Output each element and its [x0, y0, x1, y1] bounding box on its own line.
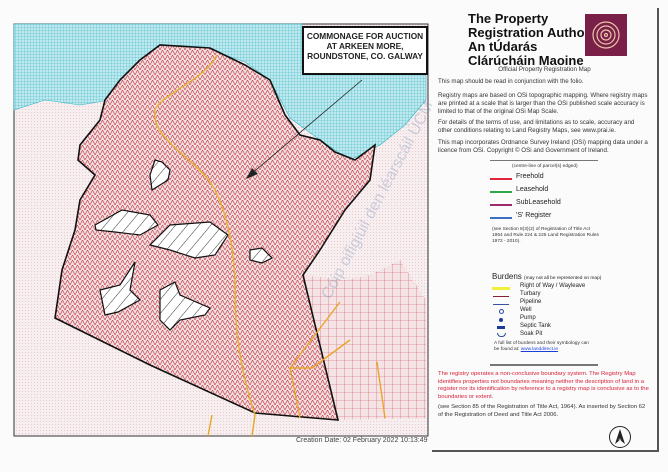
org-line: Registration Authority	[468, 25, 605, 40]
legend-panel: The Property Registration Authority An t…	[432, 8, 659, 452]
pump-icon	[499, 318, 503, 322]
right-of-way-path	[154, 54, 256, 416]
excluded-islands	[94, 159, 274, 331]
creation-date: Creation Date: 02 February 2022 10:13:49	[296, 437, 428, 444]
pointer-arrow	[249, 79, 363, 176]
legend-label: Right of Way / Wayleave	[520, 283, 586, 289]
org-line: An tÚdarás	[468, 39, 538, 54]
info-paragraph: Registry maps are based on OSi topograph…	[438, 92, 648, 115]
arrow-head	[246, 168, 258, 179]
legend-label: Well	[520, 307, 532, 313]
legend-label: Pump	[520, 315, 536, 321]
legend-label: Soak Pit	[520, 331, 543, 337]
title-line: COMMONAGE FOR AUCTION	[306, 31, 424, 41]
section-85-note: (see Section 85 of the Registration of T…	[438, 404, 646, 418]
water-area	[13, 23, 427, 161]
full-list-note: A full list of burdens and their symbolo…	[494, 341, 589, 352]
legend-label: Leasehold	[516, 186, 549, 193]
legend-label: Pipeline	[520, 299, 542, 305]
info-paragraph: This map incorporates Ordnance Survey Ir…	[438, 139, 648, 154]
map-title-box: COMMONAGE FOR AUCTION AT ARKEEN MORE, RO…	[302, 26, 428, 75]
legend-label: Septic Tank	[520, 323, 551, 329]
title-line: ROUNDSTONE, CO. GALWAY	[307, 51, 423, 61]
property-map[interactable]: Cóip oifigiúil den léarscáil ÚCM	[0, 0, 432, 445]
legend-label: 'S' Register	[516, 212, 552, 219]
s-register-swatch	[490, 217, 512, 219]
right-of-way-path	[207, 301, 386, 437]
info-paragraph: This map should be read in conjunction w…	[438, 78, 584, 85]
map-subtitle: Official Property Registration Map	[498, 66, 591, 73]
section-note: (see Section 8(3)(2) of Registration of …	[492, 227, 599, 244]
well-icon	[499, 309, 504, 314]
freehold-swatch	[490, 178, 512, 180]
organisation-name: The Property Registration Authority An t…	[468, 12, 605, 68]
pipeline-swatch	[493, 304, 509, 305]
legend-label: SubLeasehold	[516, 199, 561, 206]
leasehold-swatch	[490, 191, 512, 193]
burdens-note: (may not all be represented on map)	[524, 276, 602, 281]
divider	[490, 364, 598, 366]
info-paragraph: For details of the terms of use, and lim…	[438, 119, 635, 134]
org-line: Clárúcháin Maoine	[468, 53, 584, 68]
legend-label: Turbary	[520, 291, 541, 297]
landdirect-link[interactable]: www.landdirect.ie	[520, 347, 559, 352]
pra-logo-icon	[585, 14, 627, 56]
septic-tank-icon	[497, 326, 505, 329]
disclaimer: The registry operates a non-conclusive b…	[438, 371, 649, 400]
right-of-way-swatch	[492, 287, 510, 290]
subleasehold-swatch	[490, 204, 512, 206]
title-line: AT ARKEEN MORE,	[326, 41, 404, 51]
edged-note: (centre-line of parcel(s) edged)	[512, 164, 578, 169]
svg-text:N: N	[619, 437, 622, 442]
org-line: The Property	[468, 11, 549, 26]
turbary-swatch	[493, 296, 509, 297]
burdens-title: Burdens	[492, 272, 522, 281]
legend-label: Freehold	[516, 173, 544, 180]
divider	[490, 160, 598, 161]
north-arrow-icon: N	[609, 426, 631, 448]
soak-pit-icon	[497, 333, 506, 337]
